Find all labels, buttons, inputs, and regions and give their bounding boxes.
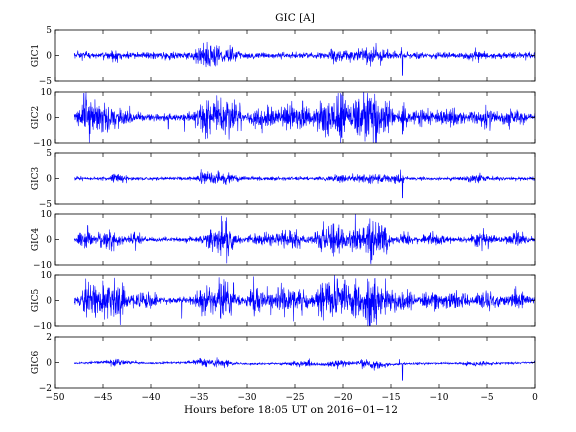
y-tick-label: 5 [46, 26, 52, 36]
y-tick-label: 0 [46, 236, 52, 246]
x-axis-label: Hours before 18:05 UT on 2016−01−12 [184, 404, 398, 416]
gic3-trace [74, 169, 535, 199]
x-tick-label: −40 [142, 393, 161, 403]
y-tick-label: 0 [46, 175, 52, 185]
panels-layer: −505GIC1−10010GIC2−505GIC3−10010GIC4−100… [31, 26, 536, 394]
y-tick-label: 0 [46, 114, 52, 124]
y-tick-label: −10 [33, 261, 52, 271]
y-axis-label: GIC6 [31, 351, 41, 375]
y-tick-label: 0 [46, 359, 52, 369]
panel-3: −5 0 5 GIC3 [31, 149, 536, 210]
y-axis-label: GIC4 [31, 228, 41, 252]
y-tick-label: 10 [41, 88, 53, 98]
x-tick-label: −15 [382, 393, 401, 403]
y-axis-label: GIC1 [31, 44, 41, 67]
x-tick-label: −50 [46, 393, 65, 403]
y-axis-label: GIC2 [31, 106, 41, 129]
y-tick-label: 10 [41, 271, 53, 281]
x-tick-label: −45 [94, 393, 113, 403]
y-tick-label: −5 [39, 200, 53, 210]
y-tick-label: 0 [46, 52, 52, 62]
y-tick-label: 5 [46, 149, 52, 159]
x-axis: −50 −45 −40 −35 −30 −25 −20 −15 −10 −5 0 [46, 393, 539, 403]
x-tick-label: −20 [334, 393, 353, 403]
panel-1: −5 0 5 GIC1 [31, 26, 536, 87]
y-tick-label: −10 [33, 139, 52, 149]
x-tick-label: −25 [286, 393, 305, 403]
x-tick-label: −10 [430, 393, 449, 403]
gic2-trace [73, 92, 535, 143]
chart-title: GIC [A] [275, 12, 315, 24]
y-axis-label: GIC5 [31, 289, 41, 313]
y-axis-label: GIC3 [31, 167, 41, 191]
y-tick-label: 0 [46, 297, 52, 307]
x-tick-label: 0 [532, 393, 538, 403]
y-tick-label: 10 [41, 210, 53, 220]
x-tick-label: −30 [238, 393, 257, 403]
gic1-trace [73, 41, 535, 76]
panel-6: −2 0 2 GIC6 [31, 333, 536, 394]
x-tick-label: −5 [480, 393, 494, 403]
y-tick-label: −10 [33, 322, 52, 332]
x-tick-label: −35 [190, 393, 209, 403]
y-tick-label: 2 [46, 333, 52, 343]
y-tick-label: −2 [39, 384, 52, 394]
gic5-trace [73, 275, 535, 326]
y-tick-label: −5 [39, 77, 53, 87]
gic6-trace [74, 357, 535, 381]
gic4-trace [73, 214, 535, 265]
